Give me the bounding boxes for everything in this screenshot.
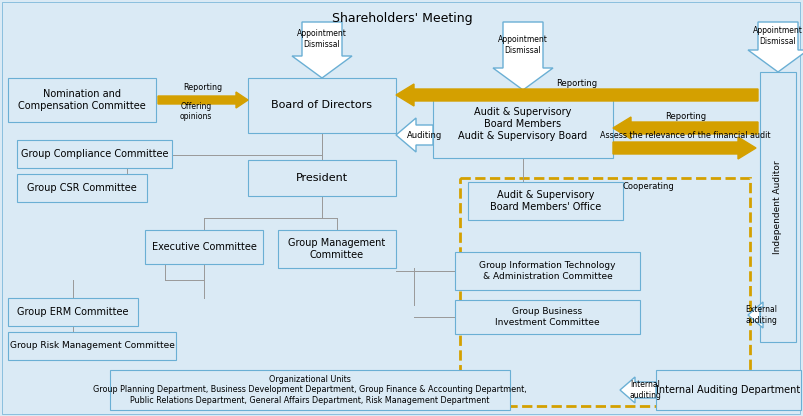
FancyBboxPatch shape [655, 370, 800, 410]
FancyBboxPatch shape [17, 140, 172, 168]
Text: Independent Auditor: Independent Auditor [772, 160, 781, 254]
Polygon shape [612, 117, 757, 139]
Polygon shape [747, 22, 803, 72]
Polygon shape [492, 22, 552, 90]
Polygon shape [396, 118, 433, 152]
Text: Reporting: Reporting [556, 79, 597, 88]
Polygon shape [619, 377, 655, 403]
Text: Group Information Technology
& Administration Committee: Group Information Technology & Administr… [479, 261, 615, 281]
Text: Auditing: Auditing [406, 131, 442, 139]
FancyBboxPatch shape [467, 182, 622, 220]
Text: President: President [296, 173, 348, 183]
FancyBboxPatch shape [247, 78, 396, 133]
FancyBboxPatch shape [110, 370, 509, 410]
Text: Appointment
Dismissal: Appointment Dismissal [497, 35, 548, 54]
Polygon shape [158, 92, 247, 108]
Text: Reporting: Reporting [183, 83, 222, 92]
Text: Reporting: Reporting [665, 112, 706, 121]
FancyBboxPatch shape [8, 78, 156, 122]
FancyBboxPatch shape [8, 298, 138, 326]
FancyBboxPatch shape [454, 300, 639, 334]
Text: Audit & Supervisory
Board Members
Audit & Supervisory Board: Audit & Supervisory Board Members Audit … [458, 107, 587, 141]
Text: Offering
opinions: Offering opinions [180, 102, 212, 121]
Polygon shape [747, 302, 762, 328]
Text: Shareholders' Meeting: Shareholders' Meeting [332, 12, 471, 25]
FancyBboxPatch shape [17, 174, 147, 202]
Text: Group Management
Committee: Group Management Committee [288, 238, 385, 260]
Text: Executive Committee: Executive Committee [152, 242, 256, 252]
Text: Appointment
Dismissal: Appointment Dismissal [296, 29, 347, 49]
FancyBboxPatch shape [759, 72, 795, 342]
Text: Nomination and
Compensation Committee: Nomination and Compensation Committee [18, 89, 145, 111]
Text: Board of Directors: Board of Directors [271, 101, 372, 111]
Text: Internal Auditing Department: Internal Auditing Department [655, 385, 800, 395]
Text: Group ERM Committee: Group ERM Committee [17, 307, 128, 317]
Text: Appointment
Dismissal: Appointment Dismissal [752, 26, 802, 46]
FancyBboxPatch shape [278, 230, 396, 268]
Polygon shape [291, 22, 352, 78]
Text: Assess the relevance of the financial audit: Assess the relevance of the financial au… [599, 131, 769, 140]
Text: Group CSR Committee: Group CSR Committee [27, 183, 137, 193]
FancyBboxPatch shape [454, 252, 639, 290]
Text: External
auditing: External auditing [744, 305, 777, 325]
Polygon shape [396, 84, 757, 106]
Text: Group Risk Management Committee: Group Risk Management Committee [10, 342, 174, 351]
Text: Cooperating: Cooperating [622, 182, 674, 191]
FancyBboxPatch shape [8, 332, 176, 360]
Text: Internal
auditing: Internal auditing [629, 380, 661, 400]
Text: Group Business
Investment Committee: Group Business Investment Committee [495, 307, 599, 327]
Text: Audit & Supervisory
Board Members' Office: Audit & Supervisory Board Members' Offic… [489, 190, 601, 212]
Polygon shape [612, 137, 755, 159]
Text: Group Compliance Committee: Group Compliance Committee [21, 149, 168, 159]
FancyBboxPatch shape [145, 230, 263, 264]
Text: Organizational Units
Group Planning Department, Business Development Department,: Organizational Units Group Planning Depa… [93, 375, 526, 405]
FancyBboxPatch shape [247, 160, 396, 196]
FancyBboxPatch shape [433, 90, 612, 158]
